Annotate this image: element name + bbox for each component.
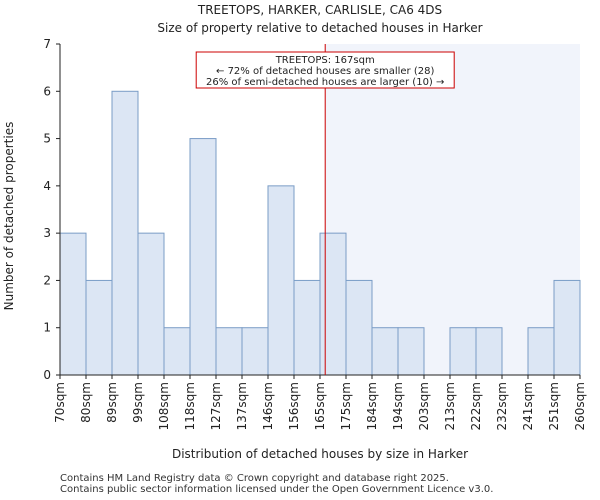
chart-title: TREETOPS, HARKER, CARLISLE, CA6 4DS xyxy=(197,3,442,17)
x-tick-label-127sqm: 127sqm xyxy=(209,382,223,430)
annotation-box xyxy=(195,51,455,89)
x-tick-label-260sqm: 260sqm xyxy=(573,382,587,430)
x-tick-label-80sqm: 80sqm xyxy=(79,382,93,423)
x-tick-label-165sqm: 165sqm xyxy=(313,382,327,430)
bar-222sqm xyxy=(475,327,503,376)
bar-127sqm xyxy=(215,327,243,376)
bar-89sqm xyxy=(111,90,139,376)
x-tick-label-137sqm: 137sqm xyxy=(235,382,249,430)
bar-156sqm xyxy=(293,279,321,376)
bar-165sqm xyxy=(319,232,347,376)
bar-137sqm xyxy=(241,327,269,376)
x-tick-label-241sqm: 241sqm xyxy=(521,382,535,430)
y-tick-label-7: 7 xyxy=(43,37,51,51)
x-tick-label-175sqm: 175sqm xyxy=(339,382,353,430)
chart-subtitle: Size of property relative to detached ho… xyxy=(157,21,482,35)
x-tick-label-70sqm: 70sqm xyxy=(53,382,67,423)
bar-108sqm xyxy=(163,327,191,376)
x-tick-label-222sqm: 222sqm xyxy=(469,382,483,430)
x-tick-label-251sqm: 251sqm xyxy=(547,382,561,430)
annotation-line-1: TREETOPS: 167sqm xyxy=(275,55,375,66)
bar-99sqm xyxy=(137,232,165,376)
bar-80sqm xyxy=(85,279,113,376)
footer-credit-line-1: Contains HM Land Registry data © Crown c… xyxy=(60,473,449,484)
y-tick-label-0: 0 xyxy=(43,368,51,382)
y-axis-label: Number of detached properties xyxy=(2,122,16,311)
bar-241sqm xyxy=(527,327,555,376)
bar-175sqm xyxy=(345,279,373,376)
bar-194sqm xyxy=(397,327,425,376)
x-tick-label-194sqm: 194sqm xyxy=(391,382,405,430)
bar-184sqm xyxy=(371,327,399,376)
bar-213sqm xyxy=(449,327,477,376)
bar-118sqm xyxy=(189,138,217,376)
x-tick-label-99sqm: 99sqm xyxy=(131,382,145,423)
x-tick-label-108sqm: 108sqm xyxy=(157,382,171,430)
y-tick-label-5: 5 xyxy=(43,132,51,146)
footer-credit-line-2: Contains public sector information licen… xyxy=(60,484,494,495)
x-tick-label-213sqm: 213sqm xyxy=(443,382,457,430)
y-tick-label-2: 2 xyxy=(43,273,51,287)
y-tick-label-4: 4 xyxy=(43,179,51,193)
x-tick-label-146sqm: 146sqm xyxy=(261,382,275,430)
y-tick-label-6: 6 xyxy=(43,84,51,98)
x-tick-label-118sqm: 118sqm xyxy=(183,382,197,430)
y-tick-label-3: 3 xyxy=(43,226,51,240)
x-tick-label-89sqm: 89sqm xyxy=(105,382,119,423)
x-tick-label-184sqm: 184sqm xyxy=(365,382,379,430)
bar-251sqm xyxy=(553,279,581,376)
bar-146sqm xyxy=(267,185,295,376)
y-tick-label-1: 1 xyxy=(43,321,51,335)
x-tick-label-232sqm: 232sqm xyxy=(495,382,509,430)
bar-70sqm xyxy=(59,232,87,376)
x-tick-label-156sqm: 156sqm xyxy=(287,382,301,430)
x-tick-label-203sqm: 203sqm xyxy=(417,382,431,430)
annotation-line-2: ← 72% of detached houses are smaller (28… xyxy=(216,66,434,77)
annotation-line-3: 26% of semi-detached houses are larger (… xyxy=(206,77,444,88)
x-axis-label: Distribution of detached houses by size … xyxy=(172,447,468,461)
